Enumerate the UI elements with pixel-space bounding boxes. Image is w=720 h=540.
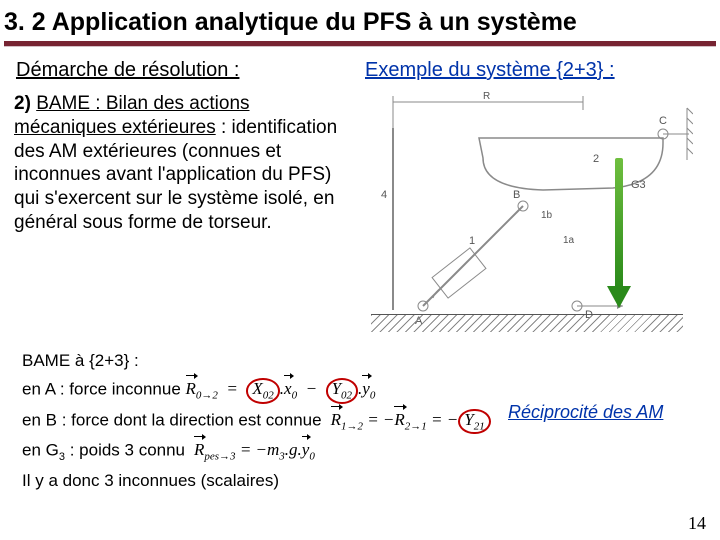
label-R: R [483,91,490,102]
step-2-text: 2) BAME : Bilan des actions mécaniques e… [12,92,349,235]
page-number: 14 [688,513,706,534]
content-columns: Démarche de résolution : 2) BAME : Bilan… [0,57,720,338]
line-count: Il y a donc 3 inconnues (scalaires) [22,468,706,494]
eqn-Rpes: Rpes→3 = −m3.g.y0 [190,437,315,465]
label-B: B [513,189,520,201]
title-rule [4,41,716,47]
weight-arrow-icon [611,158,627,308]
right-heading: Exemple du système {2+3} : [365,59,702,82]
line-A-prefix: en A : force inconnue [22,380,181,399]
left-column: Démarche de résolution : 2) BAME : Bilan… [12,57,357,338]
circle-Y02: Y02 [326,378,358,403]
slide-title: 3. 2 Application analytique du PFS à un … [0,0,720,41]
step-number: 2) [14,93,31,114]
label-1: 1 [469,235,475,247]
label-1b: 1b [541,210,553,221]
system-diagram: R C 2 4 A B 1b 1a [363,88,693,338]
line-G3: en G3 : poids 3 connu Rpes→3 = −m3.g.y0 [22,437,706,466]
right-column: Exemple du système {2+3} : R C 2 4 [357,57,702,338]
label-C: C [659,115,667,127]
line-A: en A : force inconnue R0→2 = X02.x0 − Y0… [22,376,706,404]
ground-hatching [371,314,683,332]
label-2: 2 [593,153,599,165]
label-G3: G3 [631,179,646,191]
reciprocity-label: Réciprocité des AM [508,402,663,423]
eqn-R12: R1→2 = −R2→1 = −Y21 [326,407,490,435]
circle-X02: X02 [246,378,279,403]
label-1a: 1a [563,235,575,246]
label-4: 4 [381,189,387,201]
eqn-R02: R0→2 = X02.x0 − Y02.y0 [186,376,376,404]
left-heading: Démarche de résolution : [16,59,349,82]
schematic-svg: R C 2 4 A B 1b 1a [363,88,693,338]
step-underline: BAME : Bilan des actions mécaniques exté… [14,93,250,138]
bame-intro: BAME à {2+3} : [22,348,706,374]
circle-Y21: Y21 [458,409,490,434]
